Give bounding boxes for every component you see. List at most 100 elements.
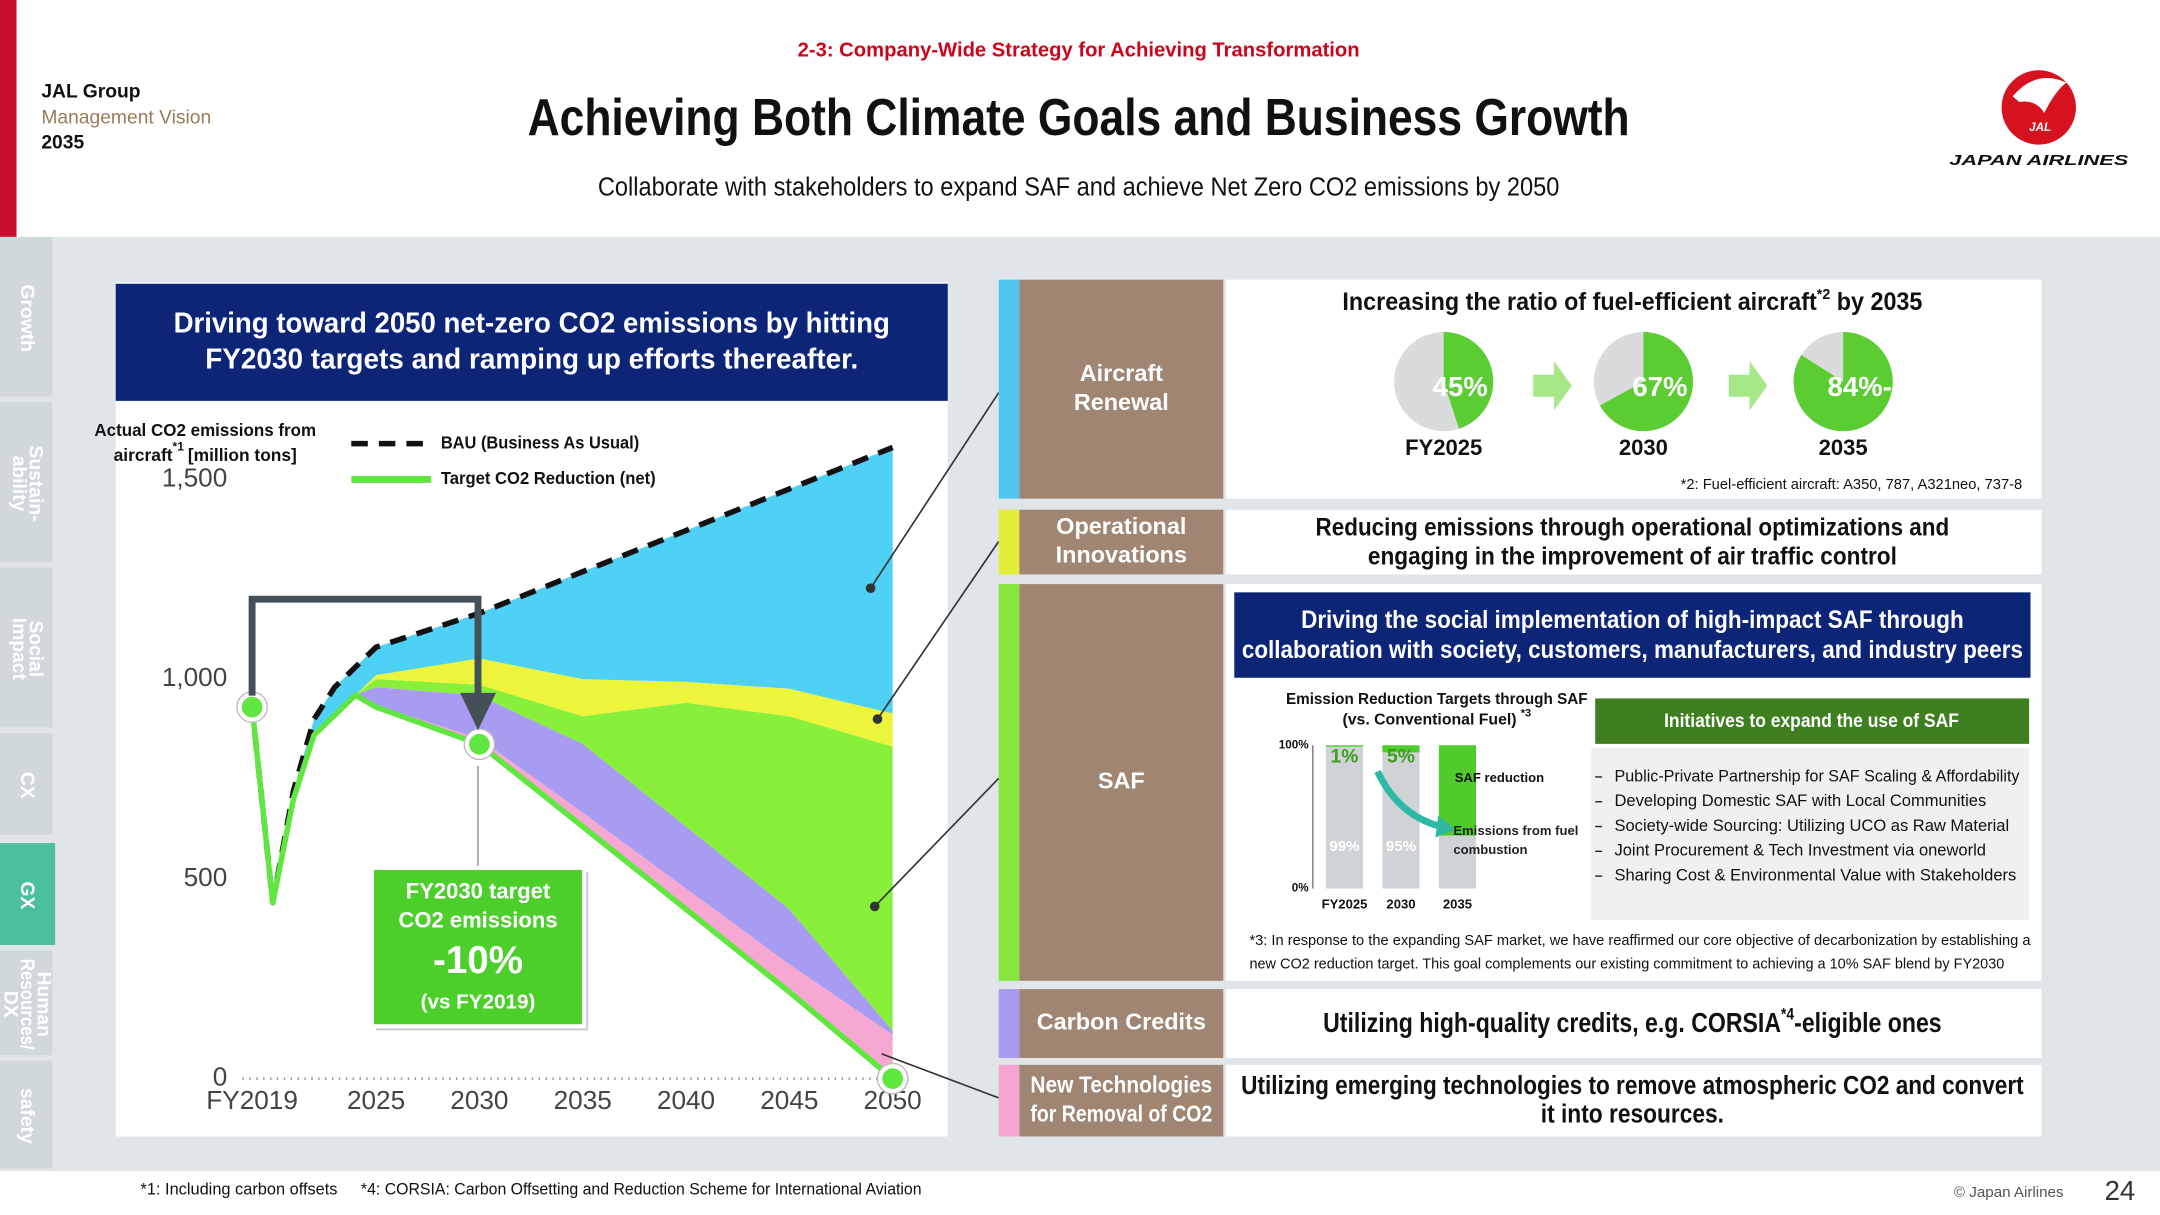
logo-text: JAPAN AIRLINES (1949, 152, 2128, 169)
panel-heading: FY2030 targets and ramping up efforts th… (205, 344, 858, 376)
saf-arrow-head (1435, 815, 1455, 838)
step-arrow (1728, 360, 1768, 411)
row-text: Utilizing high-quality credits, e.g. COR… (1323, 1005, 1942, 1039)
initiative-item: Public-Private Partnership for SAF Scali… (1614, 766, 2020, 785)
nav-tab-label[interactable]: DX (0, 991, 21, 1018)
saf-value-label: 5% (1387, 747, 1415, 768)
reduction-band (252, 687, 893, 1035)
row-strip (998, 509, 1020, 575)
y-tick-label: 100% (1279, 738, 1310, 751)
saf-chart-title-part: (vs. Conventional Fuel) (1342, 712, 1516, 729)
pie-slice (1793, 331, 1893, 432)
nav-tab-label[interactable]: Impact (8, 618, 29, 681)
saf-chart: 0% 100% 99% 1% FY2025 95% 5% 2030 2035 SAF reduct… (1279, 738, 1579, 912)
page-title: Achieving Both Climate Goals and Busines… (528, 89, 1630, 147)
row-heading-part: Increasing the ratio of fuel-efficient a… (1342, 289, 1816, 316)
nav-tab-label[interactable]: GX (16, 881, 37, 909)
footnote: *3: In response to the expanding SAF mar… (1249, 932, 2031, 949)
row-text-part: -eligible ones (1794, 1007, 1942, 1038)
row-text: Utilizing emerging technologies to remov… (1241, 1070, 2024, 1100)
callout-text: (vs FY2019) (421, 990, 536, 1013)
nav-tab[interactable] (0, 402, 53, 563)
row-text: engaging in the improvement of air traff… (1368, 543, 1897, 570)
initiative-item: Joint Procurement & Tech Investment via … (1614, 841, 1985, 860)
nav-tab[interactable] (0, 236, 53, 397)
row-content (1226, 509, 2042, 575)
saf-legend-label-box: Emissions from fuel combustion (1453, 823, 1579, 859)
x-tick-label: 2025 (347, 1085, 405, 1115)
target-point (241, 696, 263, 718)
nav-tab-label[interactable]: Social (24, 620, 45, 677)
x-tick-label: 2040 (657, 1085, 715, 1115)
x-tick-label: 2045 (760, 1085, 818, 1115)
saf-bar-segment (1438, 835, 1477, 889)
nav-tab-label[interactable]: Resources/ (16, 959, 37, 1050)
reduction-band (252, 447, 893, 903)
legend-label: BAU (Business As Usual) (441, 432, 639, 452)
pie-value-label: 45% (1433, 371, 1488, 402)
saf-bar-segment (1325, 746, 1364, 889)
nav-tab-label[interactable]: Sustain- (24, 446, 45, 522)
nav-tab-label[interactable]: ability (8, 456, 29, 512)
footnote: *1: Including carbon offsets (141, 1180, 338, 1199)
saf-banner (1234, 592, 2031, 678)
pie-slice (1599, 331, 1694, 432)
footnote: *4: CORSIA: Carbon Offsetting and Reduct… (361, 1180, 922, 1199)
callout-box (369, 865, 587, 1029)
row-label-box (1019, 1064, 1224, 1137)
nav-tab-label[interactable]: Growth (16, 285, 37, 352)
saf-value-label: 1% (1331, 747, 1359, 768)
nav-tab[interactable] (0, 1060, 53, 1169)
y-tick-label: 500 (184, 862, 228, 892)
saf-banner-text: collaboration with society, customers, m… (1242, 637, 2023, 664)
pie-category-label: 2030 (1619, 435, 1668, 460)
nav-tab-label[interactable]: Human (33, 972, 54, 1037)
connector-dot (865, 583, 876, 594)
reduction-band (252, 679, 893, 1031)
saf-legend-label: Emissions from fuel combustion (1453, 823, 1579, 859)
saf-bar-segment (1438, 745, 1477, 836)
connector-dot (872, 714, 883, 724)
row-strip (998, 989, 1020, 1058)
y-tick-label: 1,000 (162, 662, 227, 692)
row-label-box (1019, 509, 1224, 575)
nav-tab-label[interactable]: CX (16, 772, 37, 799)
logo-crane (2012, 78, 2067, 113)
footnote-ref: *3 (1521, 707, 1531, 719)
callout-text: FY2030 target (406, 878, 551, 903)
saf-bar-segment (1382, 745, 1420, 753)
y-tick-label: 1,500 (162, 462, 227, 492)
saf-chart-title: Emission Reduction Targets through SAF (1286, 691, 1588, 708)
nav-tab[interactable] (0, 732, 53, 835)
initiative-item: Developing Domestic SAF with Local Commu… (1614, 791, 1986, 810)
nav-tab-label[interactable]: safety (16, 1088, 37, 1144)
connector (869, 392, 1000, 589)
row-heading-part: by 2035 (1837, 289, 1923, 316)
saf-category-label: 2030 (1386, 897, 1415, 912)
initiative-item: Sharing Cost & Environmental Value with … (1614, 865, 2016, 884)
connector-dot (869, 901, 880, 912)
pie-category-label: FY2025 (1405, 435, 1482, 460)
connector (874, 777, 1000, 908)
accent-bar (0, 0, 17, 237)
nav-tab[interactable] (0, 567, 53, 728)
row-label: Aircraft (1080, 360, 1163, 386)
row-label-box (1019, 584, 1224, 981)
row-strip (998, 1064, 1020, 1137)
logo: JAL JAPAN AIRLINES (1949, 70, 2128, 169)
connector (881, 1053, 1000, 1099)
brand-line: 2035 (41, 132, 84, 153)
initiative-item: Society-wide Sourcing: Utilizing UCO as … (1614, 816, 2009, 835)
saf-bar-segment (1382, 752, 1420, 889)
nav-tab[interactable] (0, 950, 53, 1056)
target-bracket (248, 595, 482, 700)
page-subtitle: Collaborate with stakeholders to expand … (598, 172, 1560, 202)
row-strip (998, 279, 1020, 499)
panel-heading-bg (115, 283, 948, 401)
nav-tab[interactable] (0, 843, 56, 945)
saf-value-label: 95% (1386, 838, 1417, 855)
row-content (1226, 989, 2042, 1058)
